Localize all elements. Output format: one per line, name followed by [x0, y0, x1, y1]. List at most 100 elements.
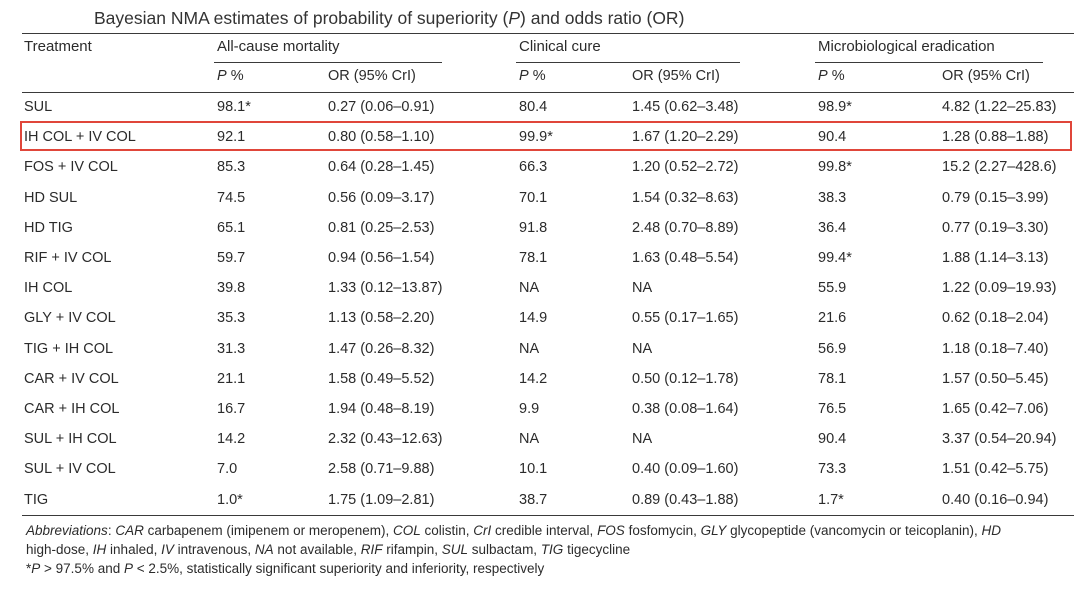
cell-or-eradication: 4.82 (1.22–25.83)	[942, 99, 1057, 115]
cell-or-eradication: 1.65 (0.42–7.06)	[942, 401, 1049, 417]
cell-p-eradication: 99.8*	[818, 159, 852, 176]
cell-p-clinical-cure: 91.8	[519, 219, 548, 236]
cell-or-eradication: 1.28 (0.88–1.88)	[942, 129, 1049, 146]
footnote-significance: *P > 97.5% and P < 2.5%, statistically s…	[26, 561, 545, 576]
cell-p-mortality: 98.1*	[217, 99, 251, 115]
sub-header-p-eradication: P %	[818, 68, 845, 84]
cell-p-clinical-cure: NA	[519, 340, 540, 357]
cell-treatment: TIG + IH COL	[24, 340, 114, 357]
cell-p-clinical-cure: NA	[519, 280, 540, 297]
sub-header-or-clinical-cure: OR (95% CrI)	[632, 68, 720, 84]
cell-p-eradication: 76.5	[818, 401, 847, 417]
cell-or-clinical-cure: 1.20 (0.52–2.72)	[632, 159, 739, 176]
cell-or-mortality: 1.94 (0.48–8.19)	[328, 401, 435, 417]
cell-or-eradication: 1.22 (0.09–19.93)	[942, 280, 1057, 297]
cell-p-eradication: 38.3	[818, 189, 847, 206]
title-text-end: ) and odds ratio (OR)	[520, 8, 685, 28]
cell-p-mortality: 59.7	[217, 250, 246, 266]
cell-p-clinical-cure: 70.1	[519, 189, 548, 206]
cell-p-mortality: 39.8	[217, 280, 246, 297]
table-row: CAR + IV COL 21.1 1.58 (0.49–5.52) 14.2 0.50…	[0, 364, 1080, 394]
group-header-eradication: Microbiological eradication	[818, 38, 995, 55]
cell-or-clinical-cure: 0.40 (0.09–1.60)	[632, 461, 739, 478]
cell-or-eradication: 1.18 (0.18–7.40)	[942, 340, 1049, 357]
cell-treatment: CAR + IV COL	[24, 370, 119, 387]
cell-p-clinical-cure: 80.4	[519, 99, 548, 115]
group-header-mortality: All-cause mortality	[217, 38, 340, 55]
cell-p-eradication: 90.4	[818, 431, 847, 448]
cell-p-mortality: 7.0	[217, 461, 238, 478]
cell-or-clinical-cure: 1.67 (1.20–2.29)	[632, 129, 739, 146]
table-row: SUL + IH COL 14.2 2.32 (0.43–12.63) NA NA 90.…	[0, 424, 1080, 454]
cell-or-clinical-cure: 2.48 (0.70–8.89)	[632, 219, 739, 236]
group-header-clinical-cure: Clinical cure	[519, 38, 601, 55]
cell-or-eradication: 0.79 (0.15–3.99)	[942, 189, 1049, 206]
cell-p-clinical-cure: 14.2	[519, 370, 548, 387]
cell-treatment: SUL + IV COL	[24, 461, 116, 478]
cell-treatment: HD TIG	[24, 219, 73, 236]
cell-p-eradication: 98.9*	[818, 99, 852, 115]
cell-or-clinical-cure: 0.38 (0.08–1.64)	[632, 401, 739, 417]
table-row: TIG 1.0* 1.75 (1.09–2.81) 38.7 0.89 (0.43–1.…	[0, 485, 1080, 515]
table-row: HD TIG 65.1 0.81 (0.25–2.53) 91.8 2.48 (0.70…	[0, 213, 1080, 243]
cell-p-eradication: 78.1	[818, 370, 847, 387]
cell-p-clinical-cure: 78.1	[519, 250, 548, 266]
table-row: IH COL 39.8 1.33 (0.12–13.87) NA NA 55.9 1.22 …	[0, 273, 1080, 303]
cell-treatment: TIG	[24, 491, 49, 508]
table-title: Bayesian NMA estimates of probability of…	[94, 8, 684, 29]
cell-or-mortality: 1.58 (0.49–5.52)	[328, 370, 435, 387]
footnote-abbrev-line1: Abbreviations: CAR carbapenem (imipenem …	[26, 523, 1002, 538]
table-row: FOS + IV COL 85.3 0.64 (0.28–1.45) 66.3 1.20…	[0, 152, 1080, 182]
cell-p-eradication: 36.4	[818, 219, 847, 236]
cell-or-mortality: 0.27 (0.06–0.91)	[328, 99, 435, 115]
cell-or-clinical-cure: NA	[632, 280, 653, 297]
cell-or-clinical-cure: 0.89 (0.43–1.88)	[632, 491, 739, 508]
footnote-abbrev-line2: high-dose, IH inhaled, IV intravenous, N…	[26, 542, 631, 557]
cell-p-clinical-cure: 9.9	[519, 401, 540, 417]
cell-treatment: HD SUL	[24, 189, 78, 206]
cell-or-clinical-cure: 0.50 (0.12–1.78)	[632, 370, 739, 387]
cell-treatment: SUL	[24, 99, 53, 115]
cell-p-mortality: 74.5	[217, 189, 246, 206]
cell-or-mortality: 0.80 (0.58–1.10)	[328, 129, 435, 146]
cell-or-mortality: 1.13 (0.58–2.20)	[328, 310, 435, 327]
cell-p-clinical-cure: 14.9	[519, 310, 548, 327]
cell-p-mortality: 16.7	[217, 401, 246, 417]
sub-header-or-mortality: OR (95% CrI)	[328, 68, 416, 84]
cell-or-eradication: 0.62 (0.18–2.04)	[942, 310, 1049, 327]
cell-p-clinical-cure: 66.3	[519, 159, 548, 176]
cell-or-eradication: 3.37 (0.54–20.94)	[942, 431, 1057, 448]
cell-treatment: GLY + IV COL	[24, 310, 116, 327]
cell-or-clinical-cure: NA	[632, 431, 653, 448]
table-row: HD SUL 74.5 0.56 (0.09–3.17) 70.1 1.54 (0.32…	[0, 183, 1080, 213]
cell-or-eradication: 1.57 (0.50–5.45)	[942, 370, 1049, 387]
cell-or-clinical-cure: 1.63 (0.48–5.54)	[632, 250, 739, 266]
bottom-rule	[22, 515, 1074, 516]
cell-p-eradication: 1.7*	[818, 491, 844, 508]
cell-or-eradication: 0.40 (0.16–0.94)	[942, 491, 1049, 508]
cell-treatment: RIF + IV COL	[24, 250, 112, 266]
header-rule	[22, 92, 1074, 93]
cell-p-clinical-cure: 38.7	[519, 491, 548, 508]
cell-or-eradication: 1.88 (1.14–3.13)	[942, 250, 1049, 266]
cell-or-eradication: 0.77 (0.19–3.30)	[942, 219, 1049, 236]
cell-p-clinical-cure: 10.1	[519, 461, 548, 478]
sub-header-or-eradication: OR (95% CrI)	[942, 68, 1030, 84]
cell-or-mortality: 2.32 (0.43–12.63)	[328, 431, 443, 448]
table-row: TIG + IH COL 31.3 1.47 (0.26–8.32) NA NA 56.9…	[0, 334, 1080, 364]
group-rule-mortality	[214, 62, 442, 63]
cell-treatment: IH COL + IV COL	[24, 129, 136, 146]
cell-p-mortality: 92.1	[217, 129, 246, 146]
table-row: CAR + IH COL 16.7 1.94 (0.48–8.19) 9.9 0.38 …	[0, 394, 1080, 424]
cell-or-clinical-cure: 1.45 (0.62–3.48)	[632, 99, 739, 115]
cell-p-mortality: 65.1	[217, 219, 246, 236]
sub-header-p-clinical-cure: P %	[519, 68, 546, 84]
cell-treatment: CAR + IH COL	[24, 401, 120, 417]
cell-or-mortality: 0.56 (0.09–3.17)	[328, 189, 435, 206]
table-row: GLY + IV COL 35.3 1.13 (0.58–2.20) 14.9 0.55…	[0, 303, 1080, 333]
cell-or-mortality: 1.75 (1.09–2.81)	[328, 491, 435, 508]
cell-p-eradication: 55.9	[818, 280, 847, 297]
cell-or-clinical-cure: 1.54 (0.32–8.63)	[632, 189, 739, 206]
table-row: SUL + IV COL 7.0 2.58 (0.71–9.88) 10.1 0.40 …	[0, 454, 1080, 484]
treatment-header: Treatment	[24, 38, 92, 55]
